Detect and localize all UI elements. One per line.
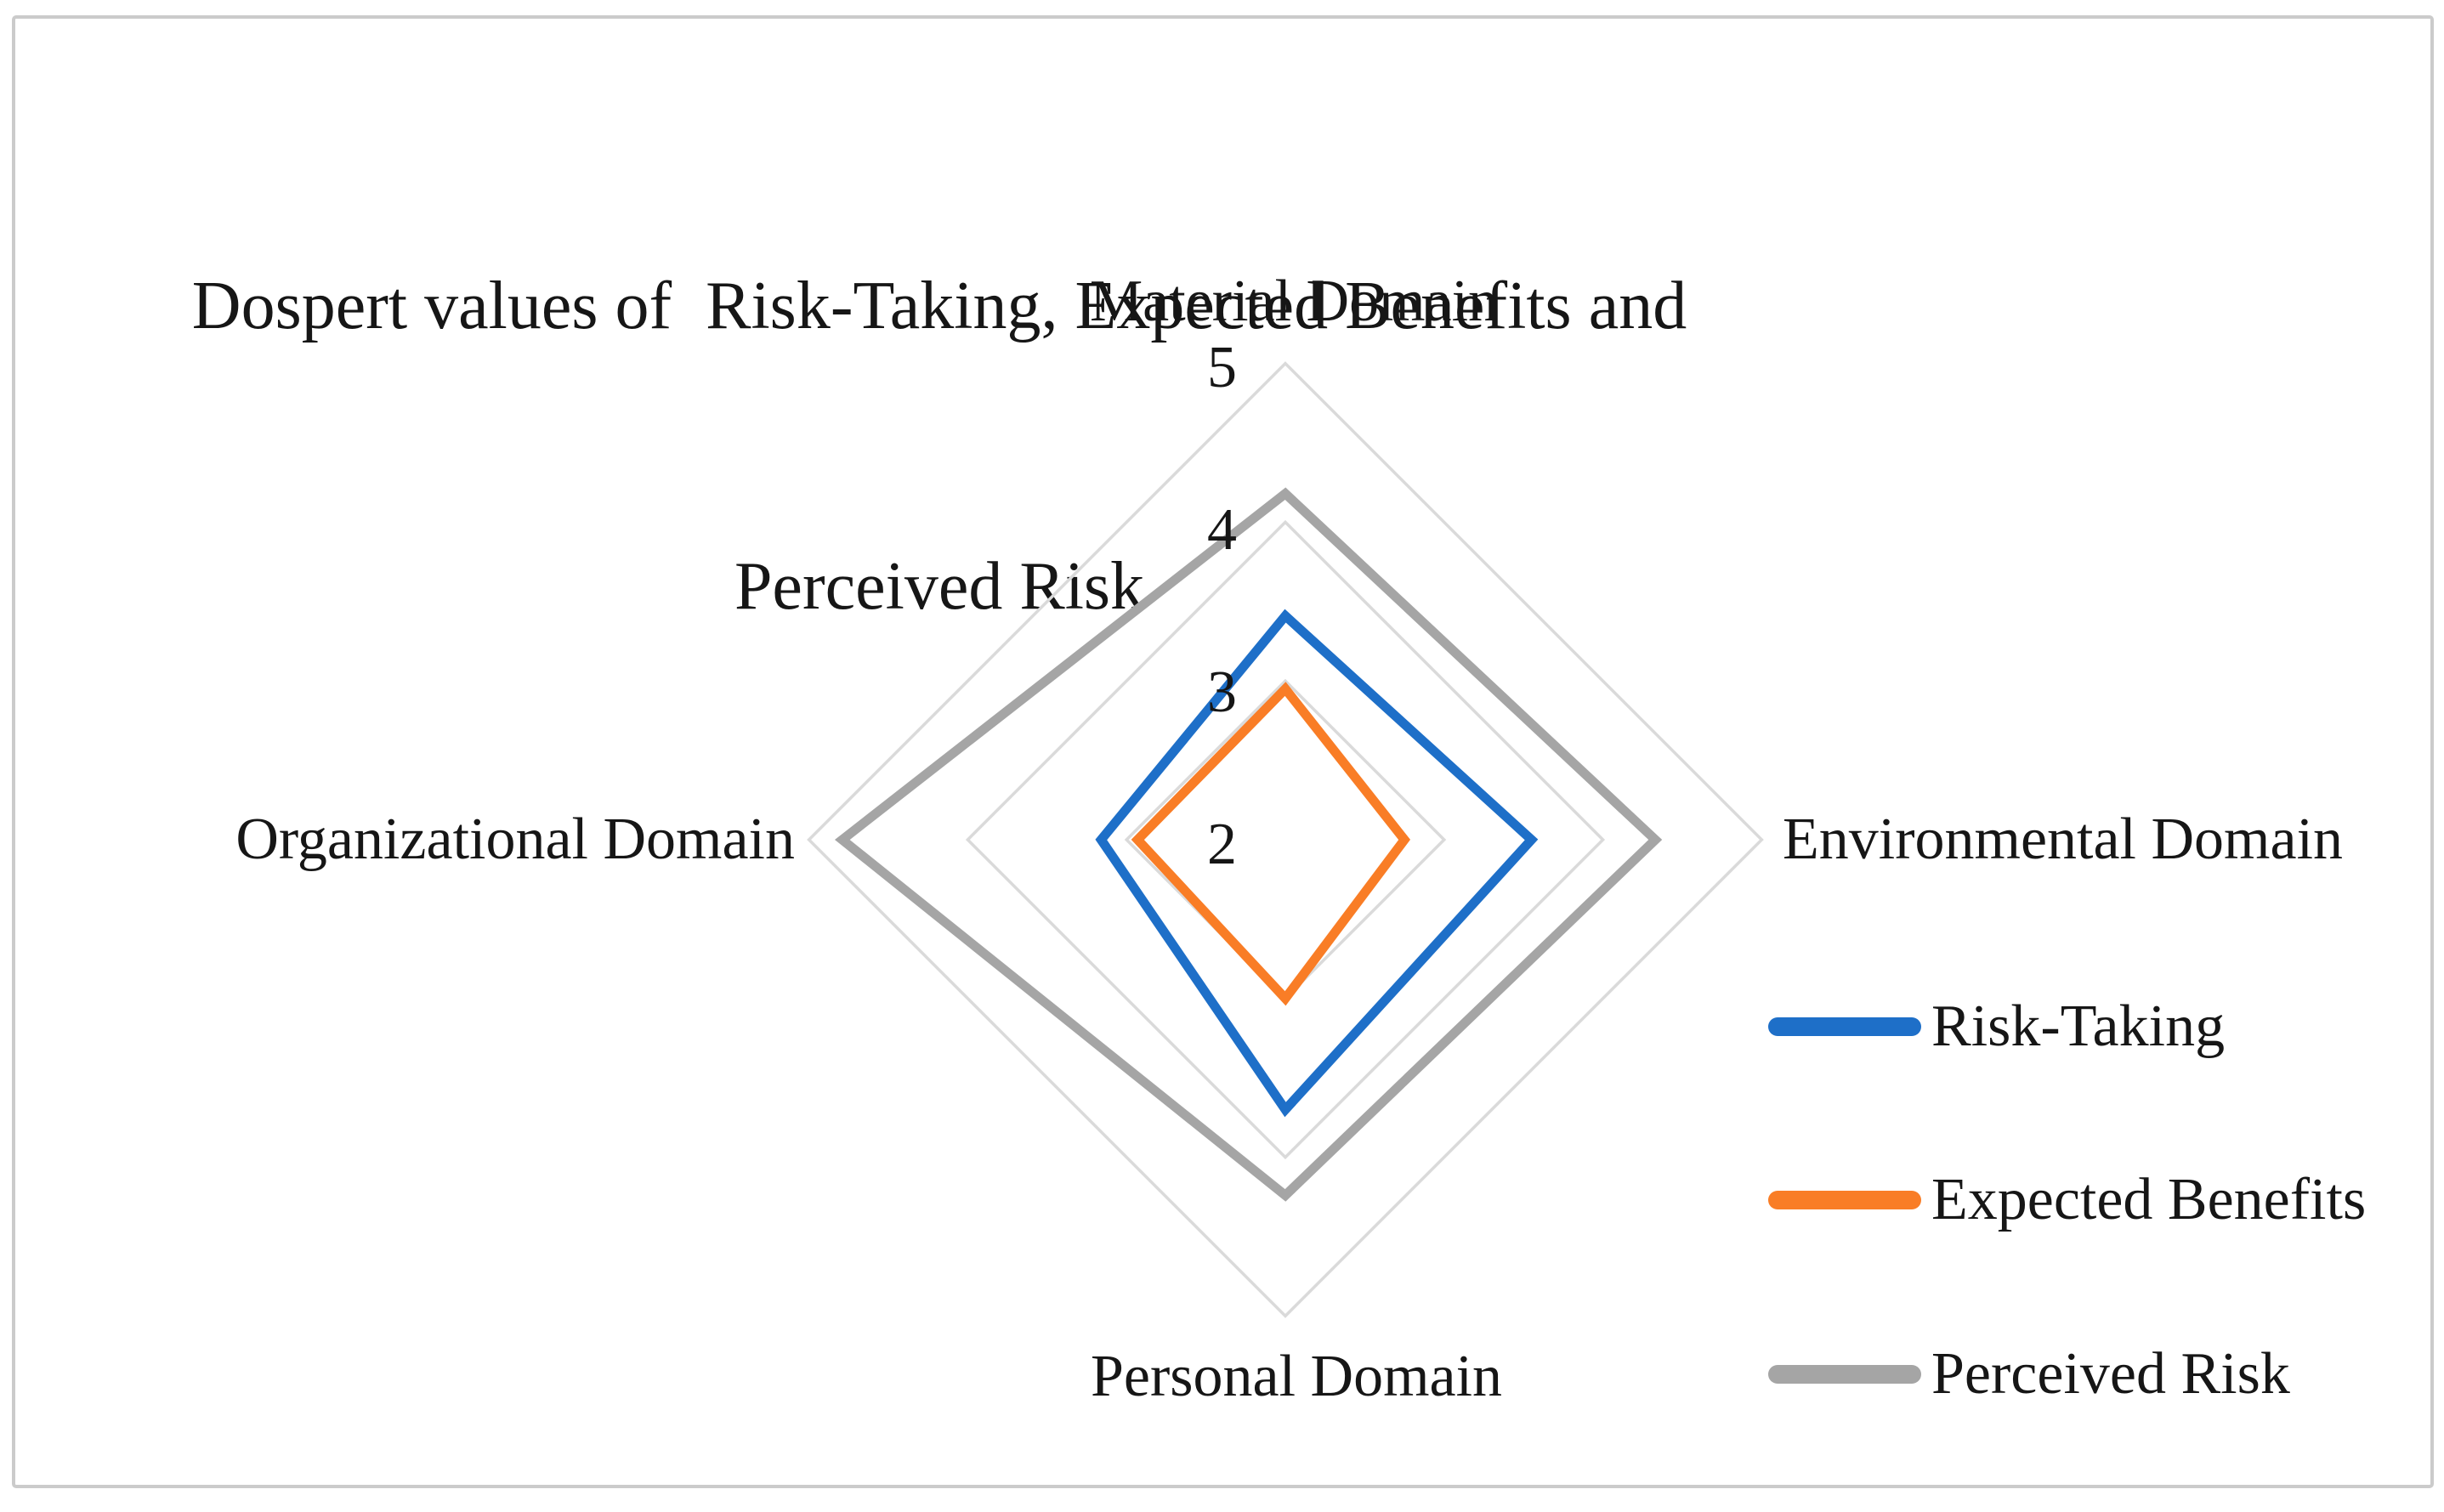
legend-label-expected-benefits: Expected Benefits <box>1931 1167 2367 1232</box>
series-polygon-perceived-risk <box>834 487 1663 1202</box>
axis-label-environmental-domain: Environmental Domain <box>1783 807 2344 872</box>
axis-label-organizational-domain: Organizational Domain <box>235 807 795 872</box>
axis-label-material-domain: Material Domain <box>1089 269 1499 334</box>
chart-title-line1: Dospert values of Risk-Taking, Expected … <box>191 269 1687 343</box>
legend-swatch-perceived-risk <box>1768 1365 1921 1384</box>
legend-swatch-risk-taking <box>1768 1017 1921 1036</box>
series-polygon-expected-benefits <box>1131 682 1411 1006</box>
legend-label-perceived-risk: Perceived Risk <box>1931 1341 2290 1407</box>
axis-label-personal-domain: Personal Domain <box>1090 1344 1503 1409</box>
legend-swatch-expected-benefits <box>1768 1191 1921 1209</box>
series-polygon-risk-taking <box>1095 609 1539 1118</box>
tick-label-4: 4 <box>1207 497 1237 563</box>
tick-label-2: 2 <box>1207 812 1237 877</box>
legend-label-risk-taking: Risk-Taking <box>1931 994 2226 1059</box>
chart-title-line2: Perceived Risk <box>734 549 1145 624</box>
gridline-ring-5 <box>807 361 1764 1318</box>
chart-title: Dospert values of Risk-Taking, Expected … <box>77 72 1802 820</box>
tick-label-3: 3 <box>1207 660 1237 725</box>
gridline-ring-4 <box>965 519 1606 1160</box>
tick-label-5: 5 <box>1207 335 1237 400</box>
